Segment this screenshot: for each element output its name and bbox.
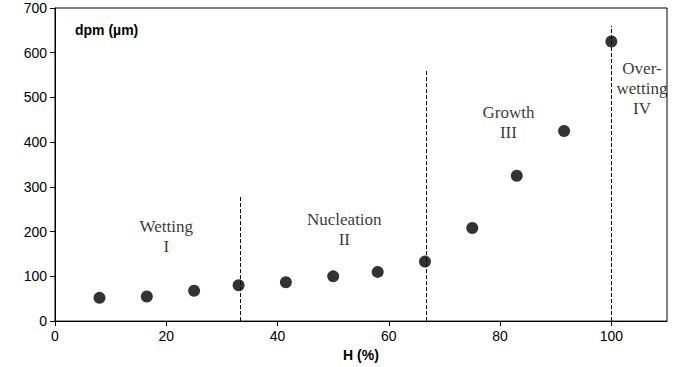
svg-text:0: 0 [39, 313, 47, 329]
svg-text:200: 200 [24, 224, 48, 240]
svg-text:700: 700 [24, 0, 48, 16]
svg-text:wetting: wetting [616, 79, 667, 98]
svg-text:20: 20 [158, 328, 174, 344]
svg-text:Growth: Growth [482, 103, 534, 122]
svg-text:dpm (µm): dpm (µm) [75, 22, 138, 38]
svg-text:100: 100 [600, 328, 624, 344]
svg-text:500: 500 [24, 89, 48, 105]
svg-text:400: 400 [24, 134, 48, 150]
svg-text:0: 0 [51, 328, 59, 344]
svg-text:H (%): H (%) [343, 347, 379, 363]
svg-text:100: 100 [24, 268, 48, 284]
svg-text:600: 600 [24, 45, 48, 61]
svg-text:40: 40 [270, 328, 286, 344]
svg-text:I: I [163, 237, 169, 256]
svg-text:II: II [339, 230, 351, 249]
svg-text:60: 60 [381, 328, 397, 344]
svg-text:III: III [500, 123, 517, 142]
svg-text:80: 80 [492, 328, 508, 344]
svg-text:300: 300 [24, 179, 48, 195]
svg-text:Over-: Over- [622, 59, 662, 78]
svg-text:Wetting: Wetting [140, 217, 194, 236]
svg-text:IV: IV [633, 99, 652, 118]
svg-text:Nucleation: Nucleation [307, 210, 382, 229]
